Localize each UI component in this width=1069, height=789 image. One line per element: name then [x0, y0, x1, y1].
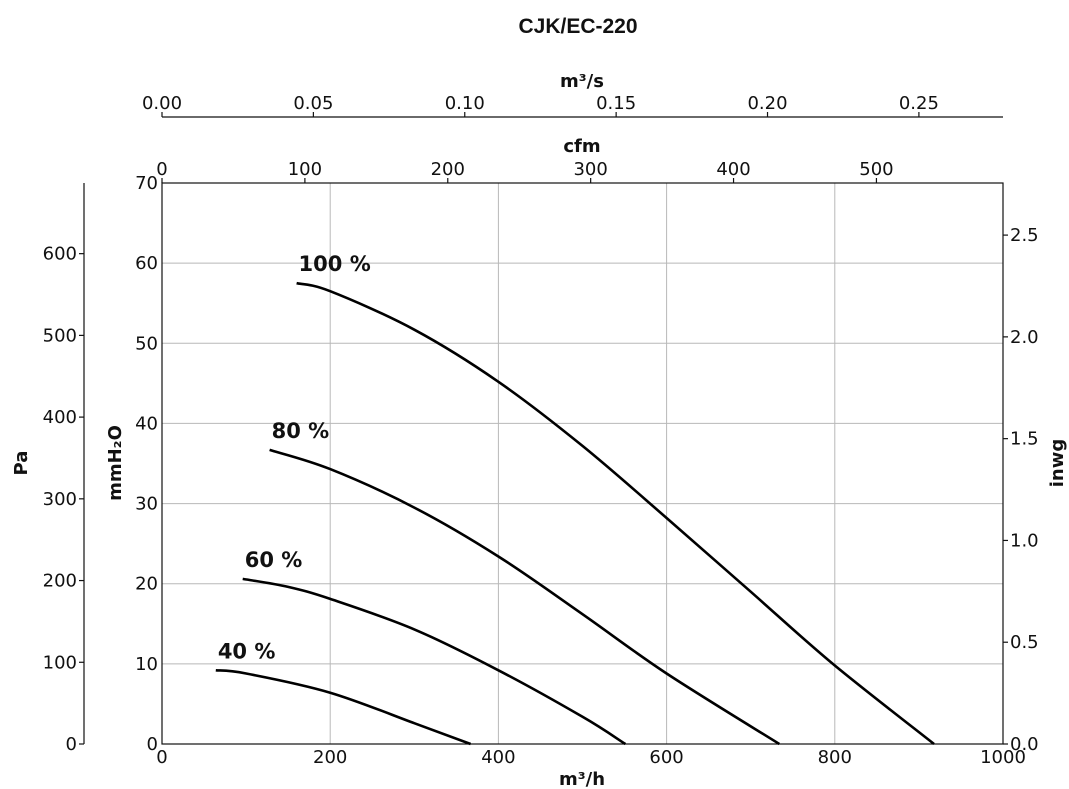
series-line: [296, 281, 935, 746]
y-tick-label-pa: 500: [43, 325, 77, 346]
top-tick-label-cfm: 400: [716, 159, 750, 180]
y-axis-label-mmh2o: mmH₂O: [105, 425, 126, 501]
y-tick-label-inwg: 0.5: [1010, 632, 1039, 653]
grid: [162, 183, 1003, 744]
y-tick-label-mmh2o: 60: [135, 253, 158, 274]
y-tick-label-pa: 300: [43, 489, 77, 510]
y-tick-label-pa: 600: [43, 244, 77, 265]
top-tick-label-m3s: 0.25: [899, 93, 939, 114]
y-tick-label-pa: 0: [66, 734, 77, 755]
series-label: 60 %: [245, 548, 303, 572]
y-tick-label-mmh2o: 50: [135, 333, 158, 354]
x-tick-label: 200: [313, 747, 347, 768]
x-tick-label: 800: [818, 747, 852, 768]
y-tick-label-mmh2o: 0: [147, 734, 158, 755]
x-tick-label: 0: [156, 747, 167, 768]
series-line: [215, 669, 472, 746]
y-axis-label-inwg: inwg: [1047, 439, 1068, 488]
y-tick-label-pa: 400: [43, 407, 77, 428]
y-tick-label-inwg: 1.0: [1010, 530, 1039, 551]
series-line: [242, 577, 627, 746]
y-tick-label-mmh2o: 30: [135, 494, 158, 515]
x-tick-label: 1000: [980, 747, 1026, 768]
y-axis-label-pa: Pa: [11, 451, 32, 476]
x-axis-label: m³/h: [559, 769, 605, 789]
y-tick-label-pa: 200: [43, 571, 77, 592]
y-tick-label-mmh2o: 10: [135, 654, 158, 675]
series-label: 100 %: [299, 252, 371, 276]
axes-ticks: 0 200 400 600 800 100001020304050607001002003…: [43, 93, 1039, 768]
y-tick-label-inwg: 0.0: [1010, 734, 1039, 755]
y-tick-label-pa: 100: [43, 652, 77, 673]
y-tick-label-inwg: 2.5: [1010, 225, 1039, 246]
top-tick-label-cfm: 500: [859, 159, 893, 180]
top-tick-label-m3s: 0.10: [445, 93, 485, 114]
top-axis-label-m3s: m³/s: [560, 71, 604, 92]
top-tick-label-m3s: 0.20: [747, 93, 787, 114]
x-tick-label: 600: [649, 747, 683, 768]
chart-title: CJK/EC-220: [518, 15, 637, 38]
y-tick-label-mmh2o: 70: [135, 173, 158, 194]
top-tick-label-cfm: 300: [573, 159, 607, 180]
series-label: 80 %: [272, 419, 330, 443]
y-tick-label-mmh2o: 20: [135, 574, 158, 595]
top-tick-label-m3s: 0.15: [596, 93, 636, 114]
series-label: 40 %: [218, 639, 276, 663]
top-tick-label-cfm: 0: [156, 159, 167, 180]
y-tick-label-inwg: 1.5: [1010, 429, 1039, 450]
top-tick-label-cfm: 100: [288, 159, 322, 180]
top-tick-label-m3s: 0.00: [142, 93, 182, 114]
top-tick-label-cfm: 200: [431, 159, 465, 180]
series-line: [269, 448, 780, 746]
x-tick-label: 400: [481, 747, 515, 768]
y-tick-label-mmh2o: 40: [135, 413, 158, 434]
plot-frame: [161, 182, 1004, 745]
y-tick-label-inwg: 2.0: [1010, 327, 1039, 348]
top-axis-label-cfm: cfm: [563, 136, 600, 157]
series: 100 % 80 % 60 % 40 %: [215, 252, 935, 746]
top-tick-label-m3s: 0.05: [293, 93, 333, 114]
